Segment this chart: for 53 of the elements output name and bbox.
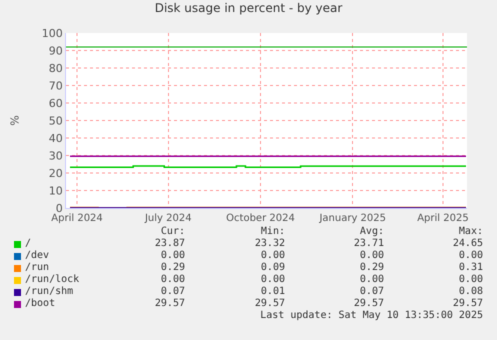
text: 29.57 <box>254 298 285 310</box>
legend-label: /run/shm <box>25 286 74 298</box>
text: 0.00 <box>458 250 483 262</box>
y-tick-label: 40 <box>48 132 63 145</box>
y-tick-label: 80 <box>48 62 63 75</box>
legend-label: / <box>25 238 32 250</box>
y-tick-label: 70 <box>48 79 63 92</box>
text: 0.07 <box>160 286 185 298</box>
y-axis-title: % <box>8 115 22 126</box>
text: Last update: Sat May 10 13:35:00 2025 <box>259 310 483 322</box>
text: 0.00 <box>160 274 185 286</box>
text: 0.00 <box>160 250 185 262</box>
y-tick-label: 50 <box>48 114 63 128</box>
legend-label: /run <box>25 262 50 274</box>
text: 0.01 <box>260 286 285 298</box>
text: 29.57 <box>352 298 384 310</box>
text: 23.71 <box>352 238 384 250</box>
text: 23.87 <box>154 238 185 250</box>
text: Cur: <box>160 226 185 238</box>
text: 0.31 <box>458 262 483 274</box>
y-tick-label: 100 <box>42 26 63 40</box>
chart-title: Disk usage in percent - by year <box>154 0 342 15</box>
text: 0.07 <box>358 286 384 298</box>
text: 0.00 <box>260 274 285 286</box>
y-tick-label: 10 <box>48 184 63 198</box>
x-tick-label: January 2025 <box>318 213 386 224</box>
legend-label: /boot <box>25 298 56 310</box>
legend-label: /run/lock <box>25 274 80 286</box>
text: 0.09 <box>260 262 285 274</box>
text: 0.29 <box>160 262 185 274</box>
text: 0.00 <box>458 274 483 286</box>
x-tick-label: April 2024 <box>51 213 103 224</box>
x-tick-label: July 2024 <box>144 213 192 224</box>
text: 0.29 <box>358 262 384 274</box>
text: 29.57 <box>452 298 483 310</box>
text: 23.32 <box>254 238 285 250</box>
text: Min: <box>260 226 285 238</box>
text: 29.57 <box>154 298 185 310</box>
text: 0.08 <box>458 286 483 298</box>
text: 0.00 <box>260 250 285 262</box>
y-tick-label: 90 <box>48 44 63 58</box>
text: Max: <box>458 226 483 238</box>
y-tick-label: 20 <box>48 166 63 180</box>
text: 0.00 <box>358 250 384 262</box>
x-tick-label: April 2025 <box>417 213 469 224</box>
y-tick-label: 30 <box>48 149 63 162</box>
y-tick-label: 60 <box>48 96 63 110</box>
x-tick-label: October 2024 <box>226 213 295 224</box>
text: 24.65 <box>452 238 483 250</box>
text: Avg: <box>358 226 384 238</box>
legend-label: /dev <box>25 250 50 262</box>
y-tick-label: 0 <box>56 202 63 215</box>
text: 0.00 <box>358 274 384 286</box>
